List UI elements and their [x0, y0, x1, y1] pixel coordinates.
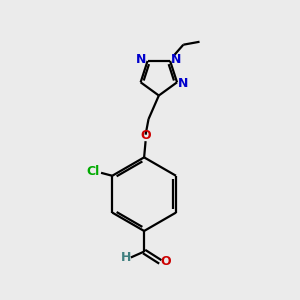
Text: O: O	[140, 129, 151, 142]
Text: Cl: Cl	[86, 165, 100, 178]
Text: N: N	[136, 53, 146, 66]
Text: N: N	[178, 77, 189, 90]
Text: O: O	[160, 255, 171, 268]
Text: H: H	[121, 251, 132, 264]
Text: N: N	[171, 53, 182, 66]
